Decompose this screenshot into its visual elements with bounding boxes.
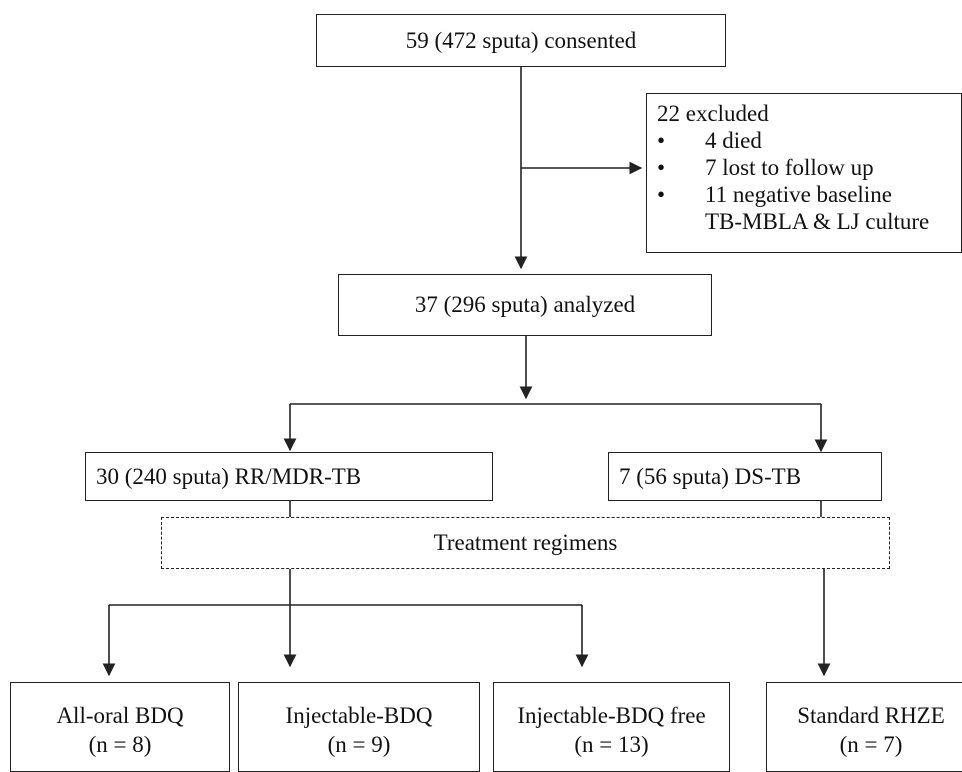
bullet-icon: • [657, 128, 666, 153]
group-name: Standard RHZE [797, 703, 945, 728]
group-count: (n = 9) [327, 732, 391, 757]
excluded-item-continuation: TB-MBLA & LJ culture [657, 208, 961, 235]
excluded-item-text: 4 died [705, 128, 762, 153]
group-box-standard-rhze: Standard RHZE (n = 7) [766, 682, 962, 772]
ds-tb-label: 7 (56 sputa) DS-TB [619, 463, 802, 489]
ds-tb-box: 7 (56 sputa) DS-TB [608, 452, 882, 501]
consented-label: 59 (472 sputa) consented [405, 27, 637, 53]
group-count: (n = 7) [839, 732, 903, 757]
group-box-injectable-bdq-free: Injectable-BDQ free (n = 13) [493, 682, 730, 772]
group-name: All-oral BDQ [56, 703, 184, 728]
excluded-box: 22 excluded • 4 died • 7 lost to follow … [646, 93, 962, 253]
group-box-injectable-bdq: Injectable-BDQ (n = 9) [238, 682, 480, 772]
group-count: (n = 13) [574, 732, 649, 757]
treatment-regimens-box: Treatment regimens [161, 517, 890, 569]
analyzed-label: 37 (296 sputa) analyzed [414, 292, 636, 318]
mdr-tb-label: 30 (240 sputa) RR/MDR-TB [96, 463, 362, 489]
consented-box: 59 (472 sputa) consented [316, 14, 726, 67]
bullet-icon: • [657, 182, 666, 207]
bullet-icon: • [657, 155, 666, 180]
group-count: (n = 8) [88, 732, 152, 757]
group-name: Injectable-BDQ [285, 703, 433, 728]
excluded-item: • 7 lost to follow up [657, 154, 961, 181]
group-name: Injectable-BDQ free [517, 703, 706, 728]
excluded-item-text: 7 lost to follow up [705, 155, 874, 180]
excluded-title: 22 excluded [657, 101, 769, 126]
excluded-item: • 11 negative baseline [657, 181, 961, 208]
analyzed-box: 37 (296 sputa) analyzed [338, 274, 712, 336]
group-box-all-oral-bdq: All-oral BDQ (n = 8) [10, 682, 230, 772]
treatment-regimens-label: Treatment regimens [433, 530, 618, 556]
excluded-item: • 4 died [657, 127, 961, 154]
excluded-item-text: 11 negative baseline [705, 182, 892, 207]
mdr-tb-box: 30 (240 sputa) RR/MDR-TB [85, 452, 493, 501]
excluded-continuation-text: TB-MBLA & LJ culture [705, 209, 930, 234]
